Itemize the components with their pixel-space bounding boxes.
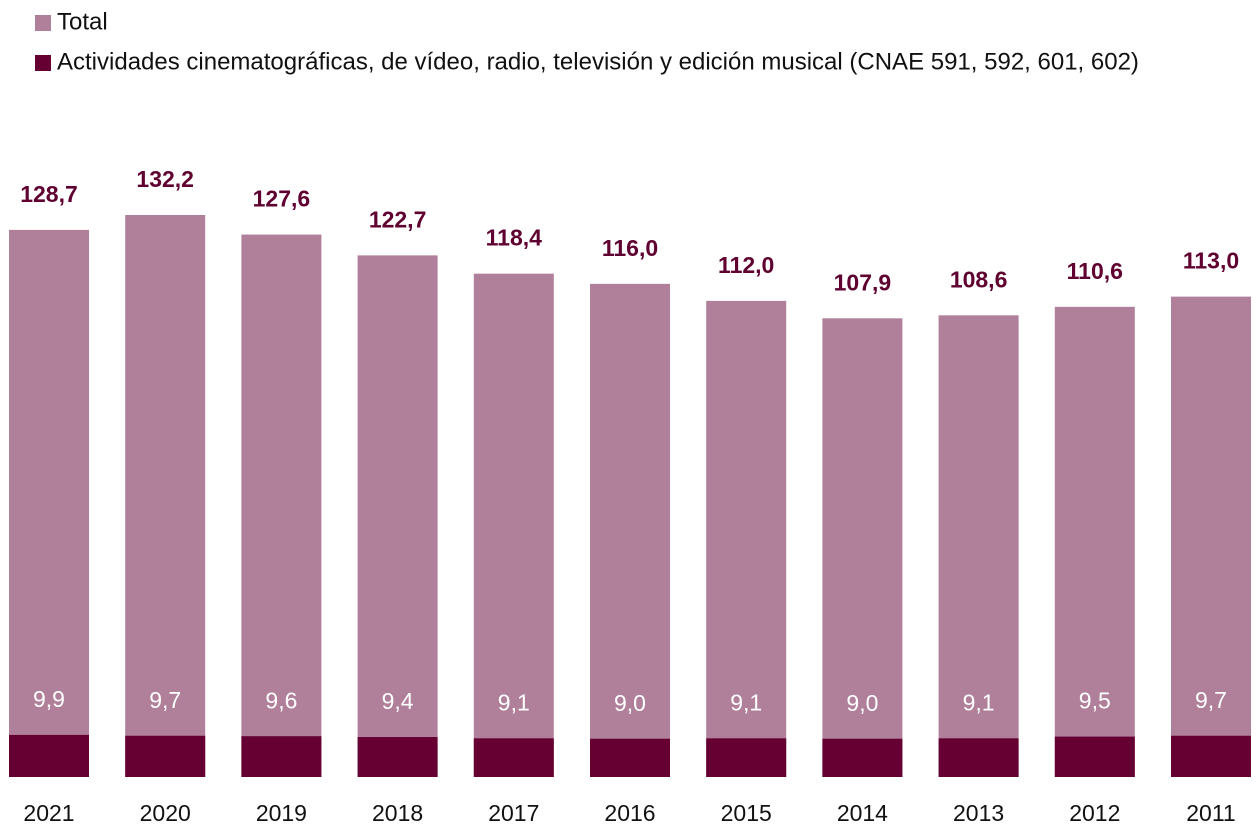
value-label: 9,1 [498, 689, 530, 715]
value-label: 112,0 [718, 252, 774, 278]
bar [473, 738, 554, 777]
value-label: 9,5 [1079, 688, 1111, 714]
legend-label: Actividades cinematográficas, de vídeo, … [57, 48, 1139, 75]
value-label: 122,7 [369, 206, 427, 232]
value-label: 9,6 [265, 687, 297, 713]
value-label: 127,6 [253, 186, 311, 212]
x-tick-label: 2021 [23, 800, 74, 826]
bar [125, 735, 206, 777]
bar [9, 734, 89, 777]
value-label: 9,1 [963, 689, 995, 715]
x-tick-label: 2015 [721, 800, 772, 826]
value-label: 9,9 [33, 686, 65, 712]
x-tick-label: 2020 [140, 800, 191, 826]
x-tick-label: 2017 [488, 800, 539, 826]
bar [938, 738, 1019, 777]
x-tick-label: 2011 [1186, 800, 1235, 826]
value-label: 9,0 [846, 690, 878, 716]
bar [241, 736, 322, 777]
bar [590, 283, 670, 777]
value-label: 107,9 [834, 269, 892, 295]
value-label: 113,0 [1183, 248, 1239, 274]
bar [1054, 306, 1135, 777]
bar [822, 738, 903, 777]
legend-swatch [35, 15, 51, 31]
value-label: 9,0 [614, 690, 646, 716]
value-label: 108,6 [950, 266, 1008, 292]
x-tick-label: 2018 [372, 800, 423, 826]
value-label: 118,4 [486, 225, 542, 251]
value-label: 128,7 [20, 181, 78, 207]
value-label: 110,6 [1067, 258, 1123, 284]
bar [1171, 296, 1251, 777]
bar [590, 738, 670, 777]
x-tick-label: 2013 [953, 800, 1004, 826]
value-label: 132,2 [136, 166, 194, 192]
bar [357, 737, 438, 777]
value-label: 9,7 [149, 687, 181, 713]
bar [706, 300, 787, 777]
x-tick-label: 2014 [837, 800, 888, 826]
bar [473, 273, 554, 777]
bar [938, 315, 1019, 777]
legend-label: Total [57, 8, 108, 35]
value-label: 9,7 [1195, 687, 1227, 713]
x-tick-label: 2016 [604, 800, 655, 826]
bar [357, 255, 438, 778]
bar [1171, 735, 1251, 777]
legend-swatch [35, 55, 51, 71]
bar [241, 234, 322, 777]
x-tick-label: 2012 [1069, 800, 1120, 826]
value-label: 9,1 [730, 689, 762, 715]
bar [822, 318, 903, 777]
bar [1054, 736, 1135, 777]
x-tick-label: 2019 [256, 800, 307, 826]
bar [9, 229, 89, 777]
value-label: 116,0 [602, 235, 658, 261]
bar [706, 738, 787, 777]
value-label: 9,4 [382, 688, 414, 714]
bar [125, 215, 206, 777]
